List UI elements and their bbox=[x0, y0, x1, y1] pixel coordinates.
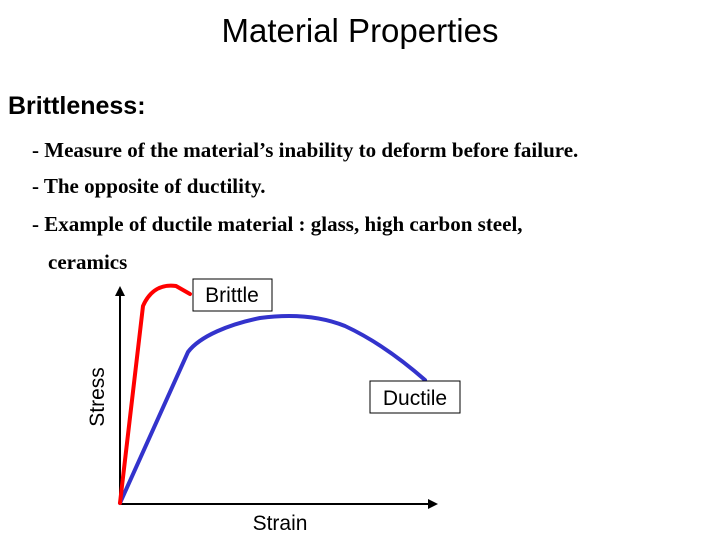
brittle-label-box bbox=[192, 278, 273, 312]
brittle-label: Brittle bbox=[205, 284, 259, 307]
y-axis-label: Stress bbox=[86, 367, 109, 427]
bullet-definition: - Measure of the material’s inability to… bbox=[32, 138, 579, 162]
ductile-label-box bbox=[369, 380, 461, 414]
ductile-label: Ductile bbox=[383, 387, 447, 410]
x-axis-label: Strain bbox=[253, 512, 308, 535]
section-heading: Brittleness: bbox=[8, 92, 146, 120]
brittle-curve bbox=[118, 283, 192, 505]
bullet-example: - Example of ductile material : glass, h… bbox=[32, 212, 523, 236]
slide-title: Material Properties bbox=[221, 12, 499, 49]
bullet-opposite: - The opposite of ductility. bbox=[32, 174, 266, 198]
ductile-curve bbox=[118, 314, 427, 505]
bullet-example-continued: ceramics bbox=[48, 250, 128, 274]
